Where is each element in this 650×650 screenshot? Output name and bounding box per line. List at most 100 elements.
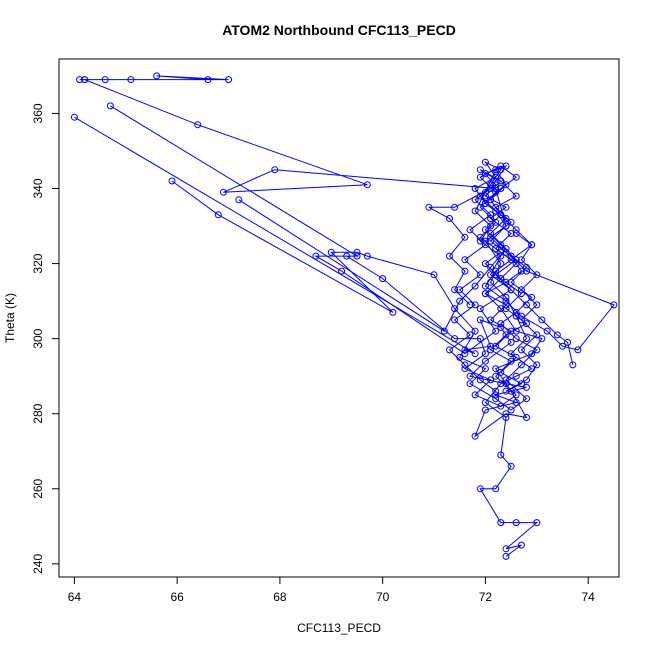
data-point — [574, 346, 582, 354]
series-line — [84, 79, 539, 557]
data-point — [507, 252, 515, 260]
data-point — [497, 275, 505, 283]
data-point — [476, 166, 484, 174]
data-point — [471, 207, 479, 215]
data-point — [487, 316, 495, 324]
data-point — [502, 181, 510, 189]
data-point — [502, 331, 510, 339]
data-point — [502, 293, 510, 301]
data-point — [507, 327, 515, 335]
data-point — [487, 271, 495, 279]
data-point — [271, 166, 279, 174]
data-point — [168, 177, 176, 185]
series-line — [171, 164, 538, 411]
data-point — [466, 380, 474, 388]
data-point — [497, 368, 505, 376]
data-point — [492, 372, 500, 380]
data-point — [538, 316, 546, 324]
data-point — [379, 275, 387, 283]
data-point — [70, 113, 78, 121]
data-point — [461, 361, 469, 369]
data-point — [363, 181, 371, 189]
data-point — [466, 372, 474, 380]
data-point — [517, 346, 525, 354]
data-point — [487, 346, 495, 354]
chart-title: ATOM2 Northbound CFC113_PECD — [222, 22, 456, 38]
x-axis-label: CFC113_PECD — [297, 621, 381, 635]
data-point — [456, 286, 464, 294]
data-point — [466, 331, 474, 339]
data-point — [101, 76, 109, 84]
data-point — [517, 541, 525, 549]
data-point — [451, 203, 459, 211]
data-point — [512, 372, 520, 380]
data-point — [481, 365, 489, 373]
series-1 — [76, 72, 232, 84]
data-point — [471, 196, 479, 204]
data-point — [528, 241, 536, 249]
series-line — [74, 116, 615, 438]
data-point — [492, 365, 500, 373]
data-point — [492, 245, 500, 253]
data-point — [487, 237, 495, 245]
data-point — [81, 76, 89, 84]
data-point — [466, 301, 474, 309]
data-point — [512, 312, 520, 320]
data-point — [512, 391, 520, 399]
series-line — [79, 75, 229, 81]
data-point — [538, 335, 546, 343]
data-point — [512, 308, 520, 316]
data-point — [492, 391, 500, 399]
y-tick-label: 280 — [31, 403, 45, 423]
data-point — [533, 346, 541, 354]
data-point — [204, 76, 212, 84]
data-point — [327, 248, 335, 256]
data-point — [353, 252, 361, 260]
data-point — [487, 233, 495, 241]
data-point — [76, 76, 84, 84]
data-point — [497, 519, 505, 527]
data-point — [502, 215, 510, 222]
data-point — [512, 173, 520, 181]
y-axis: 240 260 280 300 320 340 360 — [31, 103, 60, 574]
x-tick-label: 64 — [68, 590, 82, 604]
data-point — [517, 290, 525, 298]
data-point — [481, 260, 489, 268]
data-point — [440, 327, 448, 335]
data-point — [517, 286, 525, 294]
data-point — [497, 185, 505, 192]
data-point — [492, 387, 500, 395]
series-4 — [168, 162, 541, 414]
x-tick-label: 66 — [170, 590, 184, 604]
data-point — [502, 203, 510, 211]
data-point — [610, 301, 618, 309]
data-point — [533, 361, 541, 369]
data-point — [481, 406, 489, 414]
data-point — [471, 391, 479, 399]
y-tick-label: 240 — [31, 554, 45, 574]
plot-frame — [58, 58, 620, 578]
data-point — [517, 361, 525, 369]
data-point — [497, 451, 505, 459]
data-point — [153, 72, 161, 80]
data-point — [476, 305, 484, 313]
series-5 — [235, 162, 541, 395]
data-point — [523, 383, 530, 391]
data-point — [219, 188, 227, 196]
data-point — [502, 414, 510, 421]
data-point — [476, 316, 484, 324]
data-point — [533, 519, 541, 527]
data-point — [512, 260, 520, 268]
series-2 — [81, 76, 541, 560]
data-point — [502, 552, 510, 560]
data-point — [492, 166, 500, 174]
series-6 — [343, 166, 530, 410]
data-point — [497, 305, 505, 313]
data-point — [487, 222, 495, 230]
data-point — [512, 230, 520, 237]
data-point — [492, 342, 500, 350]
data-point — [481, 357, 489, 365]
data-point — [528, 350, 536, 358]
data-point — [507, 406, 515, 414]
